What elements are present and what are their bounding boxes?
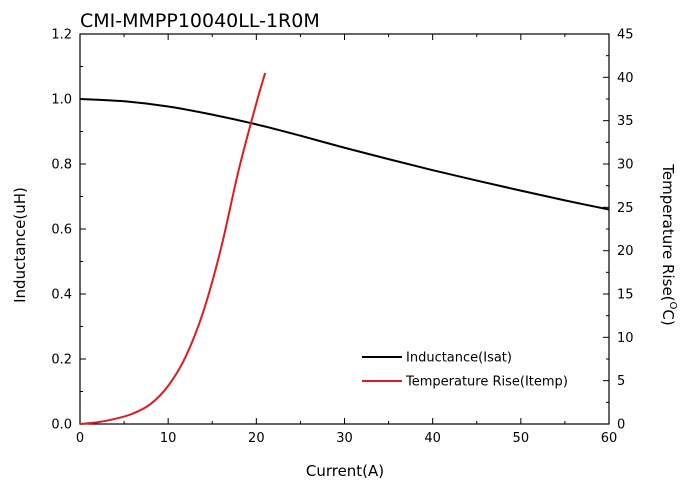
plot-border: [79, 33, 610, 425]
y2-tick-label: 15: [617, 288, 634, 303]
x-axis-label: Current(A): [306, 462, 384, 480]
x-tick-label: 0: [76, 431, 84, 446]
y-tick-label: 0.2: [51, 353, 72, 368]
y-axis-label: Inductance(uH): [11, 187, 29, 303]
y-tick-label: 1.2: [51, 28, 72, 43]
x-tick-label: 40: [424, 431, 441, 446]
x-tick-label: 20: [248, 431, 265, 446]
y2-tick-label: 40: [617, 71, 634, 86]
x-tick-label: 10: [160, 431, 177, 446]
y2-tick-label: 35: [617, 114, 634, 129]
y2-tick-label: 10: [617, 331, 634, 346]
y2-axis-label: Temperature Rise(OC): [659, 163, 678, 325]
chart-title: CMI-MMPP10040LL-1R0M: [80, 10, 320, 32]
y-tick-label: 1.0: [51, 93, 72, 108]
y-tick-label: 0.0: [51, 418, 72, 433]
y2-axis-label-degree: O: [667, 302, 678, 310]
y2-tick-label: 0: [617, 418, 625, 433]
y2-axis-label-main: Temperature Rise(: [659, 163, 677, 301]
y2-tick-label: 25: [617, 201, 634, 216]
y2-axis-label-unit: C): [659, 309, 677, 325]
y2-tick-label: 20: [617, 244, 634, 259]
x-tick-label: 60: [601, 431, 618, 446]
x-tick-label: 50: [513, 431, 530, 446]
x-tick-label: 30: [336, 431, 353, 446]
y2-tick-label: 5: [617, 374, 625, 389]
y-tick-label: 0.6: [51, 223, 72, 238]
y-tick-label: 0.4: [51, 288, 72, 303]
legend-label-2: Temperature Rise(Itemp): [405, 375, 568, 390]
legend-label-1: Inductance(Isat): [406, 351, 512, 366]
y2-tick-label: 30: [617, 158, 634, 173]
y-tick-label: 0.8: [51, 158, 72, 173]
y2-tick-label: 45: [617, 28, 634, 43]
legend: Inductance(Isat) Temperature Rise(Itemp): [362, 351, 568, 390]
plot-frame: [79, 33, 610, 425]
axis-ticks: 0 10 20 30 40 50 60 0.0 0.2 0.4 0.6 0.8 1.0 1.2 0 5 10 15…: [51, 28, 633, 447]
series-line-2: [79, 72, 267, 425]
series-line-1: [79, 98, 610, 211]
series-layer: [79, 72, 610, 425]
